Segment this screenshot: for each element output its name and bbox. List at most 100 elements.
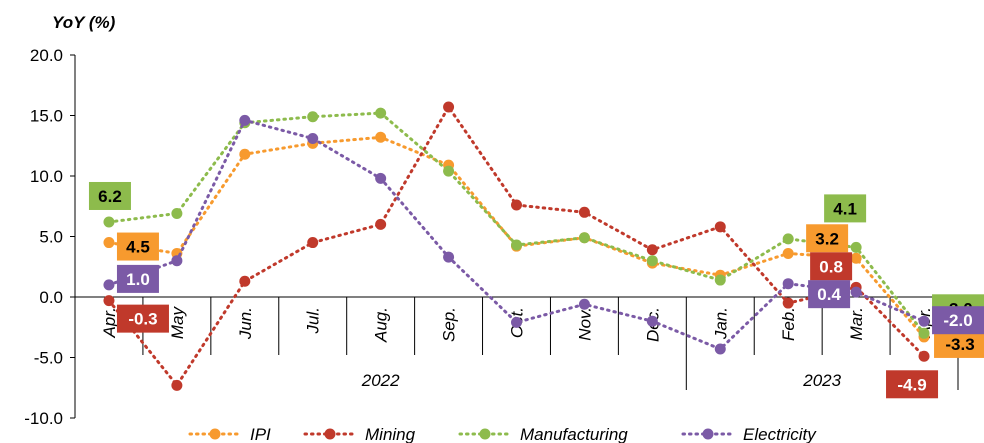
legend-item-manufacturing: Manufacturing: [458, 425, 628, 443]
data-label-ipi: -3.3: [934, 329, 984, 358]
data-point-mining: [918, 350, 930, 362]
data-point-electricity: [918, 315, 930, 327]
data-point-manufacturing: [375, 107, 387, 119]
data-label-box: [934, 329, 984, 358]
data-label-electricity: -2.0: [932, 306, 984, 335]
data-point-mining: [239, 275, 251, 287]
data-point-ipi: [239, 148, 251, 160]
legend-item-electricity: Electricity: [681, 425, 817, 443]
data-label-text: 4.1: [833, 199, 857, 218]
legend-label: Electricity: [743, 425, 817, 443]
data-label-electricity: 1.0: [116, 264, 159, 293]
data-point-electricity: [578, 298, 590, 310]
data-point-manufacturing: [578, 232, 590, 244]
legend-item-mining: Mining: [303, 425, 416, 443]
series-line-ipi: [107, 135, 926, 339]
data-point-manufacturing: [646, 255, 658, 267]
data-label-text: -4.9: [897, 375, 926, 394]
data-point-manufacturing: [782, 233, 794, 245]
chart-legend: IPI Mining Manufacturing Electricity: [188, 425, 817, 443]
year-label: 2022: [361, 371, 400, 390]
data-label-mining: -4.9: [886, 370, 939, 399]
chart-series: [103, 101, 930, 391]
x-tick-label: Sep.: [440, 307, 459, 342]
data-point-mining: [578, 206, 590, 218]
y-tick-label: 20.0: [30, 46, 63, 65]
series-mining: [103, 101, 930, 391]
data-point-electricity: [646, 315, 658, 327]
data-point-ipi: [782, 247, 794, 259]
data-label-text: 1.0: [126, 270, 150, 289]
y-tick-label: -5.0: [34, 349, 63, 368]
data-label-box: [88, 181, 131, 210]
data-label-text: -3.3: [945, 335, 974, 354]
x-tick-label: Jun.: [236, 307, 255, 340]
y-tick-label: 5.0: [39, 228, 63, 247]
data-point-ipi: [850, 252, 862, 264]
y-tick-label: 15.0: [30, 107, 63, 126]
data-point-mining: [443, 101, 455, 113]
data-label-text: 0.8: [819, 257, 843, 276]
data-point-mining: [307, 237, 319, 249]
data-point-electricity: [511, 316, 522, 328]
y-tick-label: -10.0: [24, 409, 63, 428]
data-label-manufacturing: 6.2: [88, 181, 131, 210]
year-label: 2023: [802, 371, 841, 390]
data-point-ipi: [375, 131, 387, 143]
data-point-manufacturing: [918, 327, 930, 339]
y-tick-label: 0.0: [39, 288, 63, 307]
data-point-mining: [511, 199, 522, 211]
data-point-electricity: [239, 114, 251, 126]
data-point-mining: [782, 297, 794, 309]
legend-item-ipi: IPI: [188, 425, 271, 443]
data-point-manufacturing: [171, 208, 183, 220]
legend-label: Manufacturing: [520, 425, 628, 443]
data-point-mining: [171, 379, 183, 391]
data-point-manufacturing: [511, 239, 522, 251]
data-label-text: -0.3: [128, 310, 157, 329]
data-label-text: 6.2: [98, 187, 122, 206]
legend-swatch-marker: [324, 428, 336, 440]
data-point-mining: [103, 295, 115, 307]
x-tick-label: Nov.: [575, 307, 594, 341]
data-label-text: -2.0: [943, 311, 972, 330]
data-label-box: [810, 252, 853, 281]
data-label-text: 0.4: [817, 285, 841, 304]
data-label-box: [932, 306, 984, 335]
data-label-text: 4.5: [126, 238, 150, 257]
data-point-electricity: [782, 278, 794, 290]
data-point-electricity: [714, 343, 726, 355]
x-tick-label: May: [168, 306, 187, 340]
data-point-electricity: [375, 172, 387, 184]
x-tick-label: Jul.: [304, 307, 323, 334]
data-point-electricity: [103, 279, 115, 291]
data-point-electricity: [307, 132, 319, 144]
data-point-manufacturing: [714, 274, 726, 286]
data-label-ipi: 3.2: [806, 224, 849, 253]
y-axis-title: YoY (%): [52, 13, 116, 32]
legend-label: Mining: [365, 425, 416, 443]
data-label-mining: 0.8: [810, 252, 853, 281]
data-point-ipi: [103, 237, 115, 249]
data-point-electricity: [443, 251, 455, 263]
x-tick-label: Jan.: [711, 307, 730, 340]
data-label-box: [808, 280, 851, 309]
x-tick-label: Mar.: [847, 307, 866, 340]
x-tick-label: Apr.: [100, 307, 119, 339]
data-label-box: [116, 232, 159, 261]
data-label-text: 3.2: [815, 229, 839, 248]
data-label-manufacturing: 4.1: [824, 194, 867, 223]
data-point-electricity: [171, 255, 183, 267]
chart-data-labels: 4.5-0.36.21.03.20.84.10.4-3.3-4.9-3.0-2.…: [88, 181, 984, 399]
data-label-mining: -0.3: [116, 304, 169, 333]
data-point-manufacturing: [307, 111, 319, 123]
legend-swatch-marker: [209, 428, 221, 440]
data-point-electricity: [850, 286, 862, 298]
data-point-mining: [375, 218, 387, 230]
legend-swatch-marker: [479, 428, 491, 440]
legend-swatch-marker: [702, 428, 714, 440]
data-label-box: [824, 194, 867, 223]
data-label-box: [886, 370, 939, 399]
data-label-box: [116, 304, 169, 333]
